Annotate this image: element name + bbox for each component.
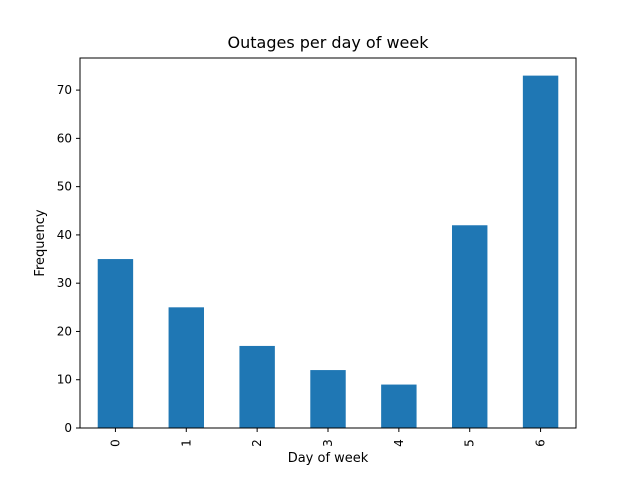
y-tick-label-10: 10 [57, 373, 72, 387]
bar-day-5 [452, 225, 488, 428]
x-axis-label: Day of week [288, 451, 369, 466]
bar-day-6 [522, 75, 559, 429]
axes-frame [79, 57, 577, 429]
bar-day-3 [310, 370, 346, 428]
x-tick-label-5: 5 [463, 439, 477, 447]
x-tick-label-1: 1 [179, 439, 193, 447]
x-tick-label-4: 4 [392, 439, 406, 447]
x-tick-label-0: 0 [108, 439, 122, 447]
bar-day-4 [381, 384, 417, 428]
bar-day-2 [239, 345, 275, 428]
y-axis: 0 10 20 30 40 50 60 70 [57, 83, 80, 435]
y-tick-label-0: 0 [64, 421, 72, 435]
y-tick-label-30: 30 [57, 276, 72, 290]
chart-title: Outages per day of week [228, 33, 430, 52]
y-axis-label: Frequency [33, 209, 48, 276]
y-tick-label-70: 70 [57, 83, 72, 97]
x-tick-label-6: 6 [534, 439, 548, 447]
bar-day-0 [97, 259, 134, 428]
x-axis: 0 1 2 3 4 5 6 [108, 428, 548, 447]
bars-group [97, 75, 559, 429]
bar-day-1 [168, 307, 204, 428]
x-tick-label-3: 3 [321, 439, 335, 447]
y-tick-label-40: 40 [57, 228, 72, 242]
y-tick-label-50: 50 [57, 180, 72, 194]
y-tick-label-20: 20 [57, 324, 72, 338]
x-tick-label-2: 2 [250, 439, 264, 447]
y-tick-label-60: 60 [57, 131, 72, 145]
